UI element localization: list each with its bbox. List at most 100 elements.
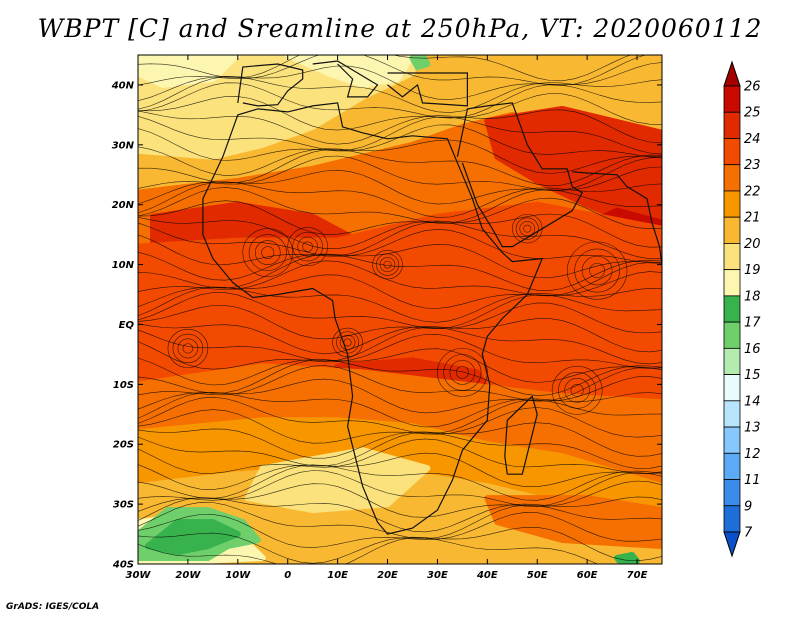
streamline <box>138 228 662 266</box>
streamline <box>138 438 662 474</box>
streamline <box>138 496 662 533</box>
streamline <box>138 55 632 82</box>
streamline <box>138 365 662 402</box>
streamline <box>138 254 662 291</box>
colorbar-swatch <box>723 374 741 402</box>
latitude-axis: 40N 30N 20N 10N EQ 10S 20S 30S 40S <box>111 80 662 571</box>
coastline <box>202 102 544 535</box>
lon-tick-label: 50E <box>527 570 548 581</box>
streamline <box>138 260 662 297</box>
streamline <box>138 292 662 329</box>
colorbar-swatch <box>723 452 741 480</box>
colorbar-label: 9 <box>744 499 752 514</box>
streamline <box>138 348 662 386</box>
coastline <box>387 72 468 107</box>
streamline <box>138 286 662 323</box>
streamline-gyre <box>558 372 597 409</box>
lat-tick-label: 30S <box>113 500 134 511</box>
colorbar-swatch <box>723 269 741 297</box>
streamline-gyre <box>574 248 620 293</box>
longitude-axis: 30W 20W 10W 0 10E 20E 30E 40E 50E 60E 70E <box>126 55 648 581</box>
lon-tick-label: 30E <box>427 570 448 581</box>
colorbar-swatch <box>723 190 741 218</box>
streamline-gyre <box>523 224 532 233</box>
lat-tick-label: 10S <box>113 380 134 391</box>
colorbar-swatch <box>723 321 741 349</box>
streamline-gyre <box>242 228 294 277</box>
lat-tick-label: EQ <box>119 320 135 331</box>
colorbar-label: 14 <box>744 394 761 409</box>
streamline-gyre <box>302 241 313 252</box>
colorbar-swatch <box>723 505 741 533</box>
streamline-gyre <box>566 241 628 300</box>
streamline <box>138 537 599 564</box>
streamline-gyre <box>581 255 613 286</box>
streamline-gyre <box>339 334 356 350</box>
streamline <box>138 109 662 145</box>
streamline <box>138 464 662 501</box>
colorbar-label: 11 <box>744 473 761 488</box>
coastline <box>456 102 584 248</box>
colorbar-label: 21 <box>744 211 761 226</box>
streamline-gyre <box>376 253 400 276</box>
streamline <box>138 76 662 113</box>
streamline-gyre <box>570 384 584 397</box>
streamline-gyre <box>449 360 476 385</box>
streamline <box>138 148 662 187</box>
colorbar-label: 18 <box>744 289 761 304</box>
colorbar-label: 12 <box>744 447 761 462</box>
lon-tick-label: 20E <box>377 570 398 581</box>
streamline-gyre <box>379 257 396 273</box>
streamline <box>138 213 662 249</box>
colorbar-label: 7 <box>744 526 753 541</box>
streamline-gyre <box>455 366 469 379</box>
lat-tick-label: 20S <box>113 440 134 451</box>
lon-tick-label: 30W <box>126 570 152 581</box>
map-frame <box>137 54 663 565</box>
colorbar-swatch <box>723 243 741 271</box>
streamline <box>138 527 662 564</box>
colorbar-swatch <box>723 400 741 428</box>
colorbar-top-arrow <box>723 60 741 87</box>
field-band <box>145 519 241 555</box>
streamline-gyre <box>515 217 539 240</box>
coastline <box>504 395 538 475</box>
lat-tick-label: 30N <box>112 140 135 151</box>
streamline-gyre <box>564 378 590 403</box>
streamline-gyre <box>443 354 482 391</box>
colorbar-swatch <box>723 138 741 166</box>
colorbar-label: 25 <box>744 106 761 121</box>
colorbar-swatch <box>723 347 741 375</box>
streamline <box>138 318 662 355</box>
streamline <box>138 391 662 428</box>
streamline-gyre <box>254 240 281 265</box>
streamline-gyre <box>287 227 328 267</box>
streamline-gyre <box>167 328 209 368</box>
streamline <box>138 501 662 540</box>
wbpt-field <box>138 55 662 564</box>
field-band <box>138 55 241 88</box>
colorbar-label: 19 <box>744 263 761 278</box>
streamline <box>138 480 662 518</box>
streamline-gyre <box>172 333 204 364</box>
field-band <box>284 55 416 88</box>
colorbar-label: 13 <box>744 421 761 436</box>
streamline <box>138 359 662 396</box>
colorbar-label: 16 <box>744 342 761 357</box>
streamline <box>138 181 662 218</box>
streamline-gyre <box>177 338 199 359</box>
streamline-gyre <box>372 249 403 280</box>
lat-tick-label: 40S <box>112 560 134 571</box>
lon-tick-label: 10W <box>225 570 251 581</box>
coastline <box>572 171 662 265</box>
colorbar-swatch <box>723 111 741 139</box>
streamline <box>138 55 647 86</box>
colorbar-label: 24 <box>744 132 761 147</box>
streamline <box>138 197 662 235</box>
streamline-gyre <box>182 343 194 354</box>
lon-tick-label: 10E <box>327 570 348 581</box>
field-band <box>409 55 431 70</box>
streamlines-layer <box>138 55 662 564</box>
streamline <box>138 422 662 459</box>
